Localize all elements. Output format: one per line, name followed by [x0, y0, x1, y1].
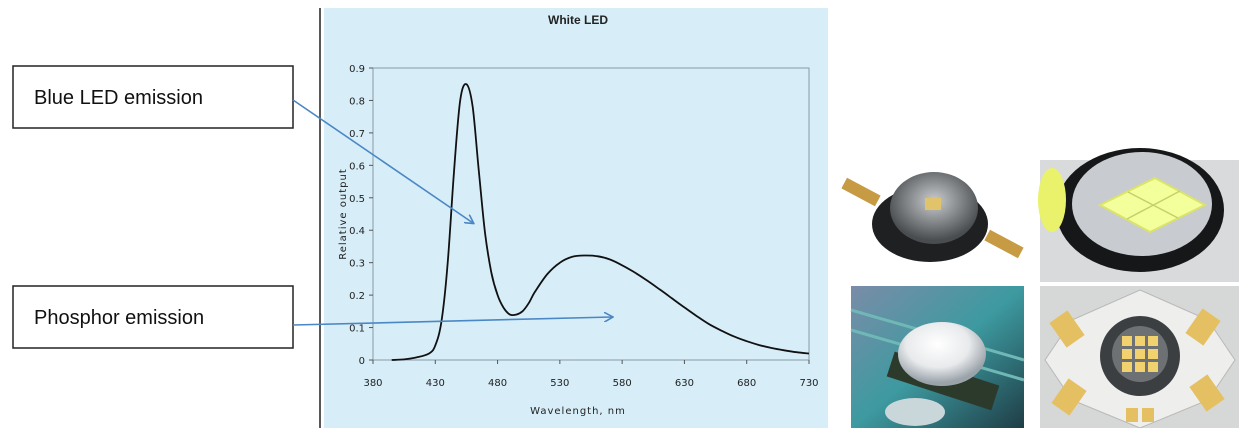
callout-phosphor: Phosphor emission [13, 286, 293, 348]
x-tick-label: 380 [363, 378, 382, 389]
chart-background [324, 8, 828, 428]
x-tick-label: 430 [426, 378, 445, 389]
x-tick-label: 730 [799, 378, 818, 389]
y-tick-label: 0.6 [349, 161, 365, 172]
x-tick-label: 580 [613, 378, 632, 389]
y-tick-label: 0.9 [349, 64, 365, 75]
x-tick-label: 480 [488, 378, 507, 389]
y-tick-label: 0.8 [349, 96, 365, 107]
multi-chip-led-star-board-photo [1040, 286, 1239, 428]
y-tick-label: 0.5 [349, 194, 365, 205]
y-tick-label: 0.3 [349, 259, 365, 270]
y-tick-label: 0.2 [349, 291, 365, 302]
chart-panel: White LED 0 0.1 0.2 0.3 0.4 0.5 0.6 0.7 0.8 0.9 3… [320, 8, 828, 428]
callout-blue-text: Blue LED emission [34, 87, 203, 109]
chart-title: White LED [548, 13, 608, 27]
x-axis-title: Wavelength, nm [530, 406, 626, 417]
x-tick-label: 630 [675, 378, 694, 389]
callout-blue-led: Blue LED emission [13, 66, 293, 128]
led-yellow-phosphor-chip-photo [1038, 148, 1239, 282]
x-tick-label: 530 [550, 378, 569, 389]
y-tick-label: 0.1 [349, 324, 365, 335]
callout-phosphor-text: Phosphor emission [34, 307, 204, 329]
led-dome-on-board-photo [851, 286, 1024, 428]
y-axis-title: Relative output [338, 168, 349, 260]
y-tick-label: 0 [359, 356, 365, 367]
y-tick-label: 0.7 [349, 129, 365, 140]
y-tick-label: 0.4 [349, 226, 365, 237]
led-emitter-lens-photo [836, 160, 1032, 282]
x-tick-label: 680 [737, 378, 756, 389]
